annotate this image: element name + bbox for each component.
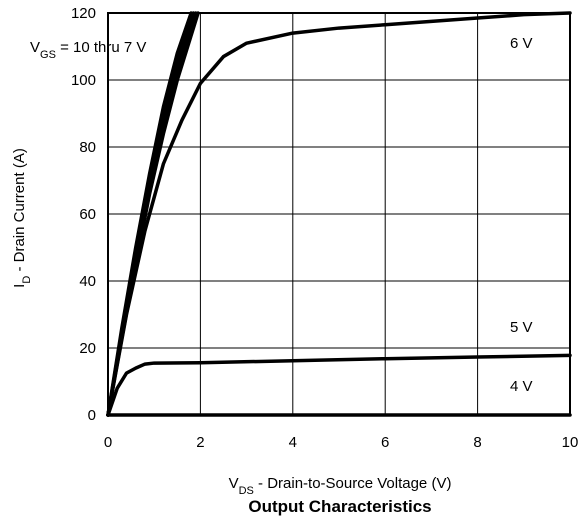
x-tick-label: 6 [381, 434, 389, 451]
chart-title: Output Characteristics [248, 497, 431, 516]
y-tick-labels: 0 20 40 60 80 100 120 [71, 5, 96, 424]
plot-frame [107, 12, 571, 416]
annotation-4v: 4 V [510, 378, 533, 395]
x-tick-label: 4 [289, 434, 297, 451]
series-line-5v [106, 353, 572, 417]
annotation-5v: 5 V [510, 319, 533, 336]
y-tick-label: 100 [71, 72, 96, 89]
annotation-6v: 6 V [510, 35, 533, 52]
x-tick-label: 10 [562, 434, 579, 451]
x-tick-labels: 0 2 4 6 8 10 [104, 434, 579, 451]
x-axis-label: VDS - Drain-to-Source Voltage (V) [229, 475, 452, 497]
y-tick-label: 20 [79, 340, 96, 357]
grid-lines [108, 13, 570, 415]
series-line-6v [106, 11, 572, 417]
y-tick-label: 40 [79, 273, 96, 290]
y-tick-label: 80 [79, 139, 96, 156]
y-tick-label: 120 [71, 5, 96, 22]
x-tick-label: 2 [196, 434, 204, 451]
y-tick-label: 60 [79, 206, 96, 223]
y-tick-label: 0 [88, 407, 96, 424]
x-tick-label: 0 [104, 434, 112, 451]
annotation-vgs-group: VGS = 10 thru 7 V [30, 39, 146, 61]
y-axis-label: ID - Drain Current (A) [11, 148, 33, 288]
series-layer [106, 11, 572, 417]
x-tick-label: 8 [473, 434, 481, 451]
